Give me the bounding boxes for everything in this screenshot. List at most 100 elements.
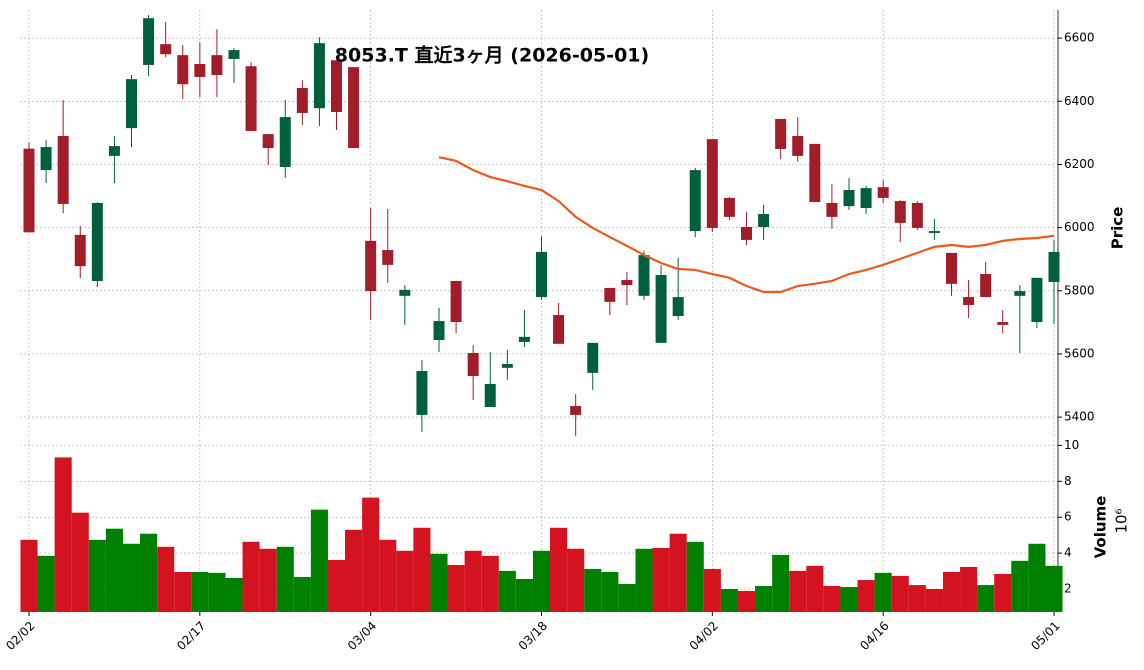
candle-body bbox=[399, 289, 411, 296]
candle-body bbox=[296, 88, 308, 113]
volume-bar bbox=[925, 589, 943, 612]
candle-body bbox=[143, 18, 155, 65]
candle-body bbox=[587, 342, 599, 373]
candle-body bbox=[1048, 251, 1060, 282]
volume-bar bbox=[37, 555, 55, 612]
volume-bar bbox=[960, 566, 978, 612]
candle-body bbox=[672, 297, 684, 317]
x-tick-label: 04/02 bbox=[687, 619, 721, 653]
candle-body bbox=[211, 55, 223, 76]
candle-body bbox=[1014, 291, 1026, 296]
volume-bar bbox=[122, 543, 141, 612]
volume-bar bbox=[157, 546, 175, 612]
candle-body bbox=[262, 134, 274, 149]
x-tick-label: 03/04 bbox=[345, 619, 379, 653]
volume-bar bbox=[259, 548, 277, 612]
candle-body bbox=[313, 43, 325, 109]
candle-body bbox=[826, 202, 838, 217]
volume-bar bbox=[601, 571, 619, 612]
volume-bar bbox=[891, 575, 909, 612]
volume-bar bbox=[772, 554, 790, 612]
volume-bar bbox=[550, 527, 568, 612]
y-tick-label: 6000 bbox=[1064, 220, 1095, 234]
y-tick-label: 5400 bbox=[1064, 410, 1095, 424]
volume-bar bbox=[1011, 560, 1029, 612]
candle-body bbox=[604, 287, 616, 302]
volume-bar bbox=[327, 559, 346, 612]
x-tick-label: 03/18 bbox=[516, 619, 550, 653]
volume-bar bbox=[140, 533, 158, 612]
volume-bar bbox=[737, 590, 756, 612]
x-tick-label: 02/02 bbox=[3, 619, 37, 653]
volume-bar bbox=[908, 585, 926, 612]
y-tick-label: 5800 bbox=[1064, 283, 1095, 297]
volume-bar bbox=[532, 550, 551, 612]
candle-body bbox=[723, 197, 735, 217]
volume-bar bbox=[857, 580, 875, 612]
candle-body bbox=[23, 148, 35, 233]
candle-body bbox=[245, 66, 257, 131]
candle-body bbox=[621, 280, 633, 286]
volume-bar bbox=[225, 577, 243, 612]
moving-average-line bbox=[438, 156, 1055, 294]
volume-bar bbox=[1028, 543, 1046, 612]
volume-bar bbox=[481, 555, 499, 612]
volume-bar bbox=[20, 539, 38, 612]
volume-bar bbox=[242, 541, 260, 612]
x-tick-label: 02/17 bbox=[174, 619, 208, 653]
candle-body bbox=[382, 250, 394, 265]
candle-body bbox=[126, 79, 137, 129]
candle-body bbox=[331, 60, 342, 113]
volume-bar bbox=[498, 570, 516, 612]
candle-body bbox=[450, 280, 462, 323]
volume-bar bbox=[806, 565, 824, 612]
volume-bar bbox=[515, 578, 533, 612]
volume-bar bbox=[994, 573, 1012, 612]
candle-body bbox=[518, 336, 530, 342]
volume-bar bbox=[618, 583, 636, 612]
candle-body bbox=[40, 147, 52, 171]
volume-bar bbox=[430, 553, 448, 612]
candle-body bbox=[536, 251, 547, 298]
volume-bar bbox=[191, 571, 209, 612]
y-tick-label: 6600 bbox=[1064, 31, 1095, 45]
candle-body bbox=[433, 321, 445, 341]
candle-body bbox=[484, 383, 496, 407]
candle-body bbox=[365, 240, 377, 292]
candle-body bbox=[928, 231, 940, 233]
volume-tick-label: 2 bbox=[1064, 582, 1072, 596]
candle-body bbox=[894, 201, 906, 223]
volume-bar bbox=[584, 568, 602, 612]
volume-bar bbox=[174, 571, 192, 612]
candle-body bbox=[416, 370, 428, 415]
candle-body bbox=[570, 406, 582, 415]
x-tick-label: 04/16 bbox=[857, 619, 891, 653]
volume-bar bbox=[105, 528, 123, 612]
volume-bar bbox=[669, 533, 687, 612]
volume-bar bbox=[379, 539, 397, 612]
volume-bar bbox=[840, 587, 858, 612]
candle-body bbox=[758, 214, 770, 227]
candle-body bbox=[194, 64, 206, 77]
candle-body bbox=[501, 364, 513, 368]
volume-bar bbox=[276, 546, 294, 612]
volume-bar bbox=[755, 585, 773, 612]
candle-body bbox=[809, 143, 821, 203]
volume-bar bbox=[686, 541, 704, 612]
candle-body bbox=[843, 190, 855, 207]
candle-body bbox=[877, 187, 889, 198]
volume-tick-label: 4 bbox=[1064, 546, 1072, 560]
candle-body bbox=[57, 136, 69, 204]
volume-bar bbox=[362, 497, 380, 612]
candle-body bbox=[655, 274, 667, 343]
candle-body bbox=[775, 118, 787, 149]
candle-body bbox=[177, 55, 189, 85]
candle-body bbox=[91, 202, 103, 281]
y-tick-label: 6200 bbox=[1064, 157, 1095, 171]
candle-body bbox=[911, 202, 923, 228]
y-tick-label: 5600 bbox=[1064, 346, 1095, 360]
candle-body bbox=[1031, 277, 1043, 323]
volume-bar bbox=[208, 572, 226, 612]
volume-tick-label: 6 bbox=[1064, 510, 1072, 524]
